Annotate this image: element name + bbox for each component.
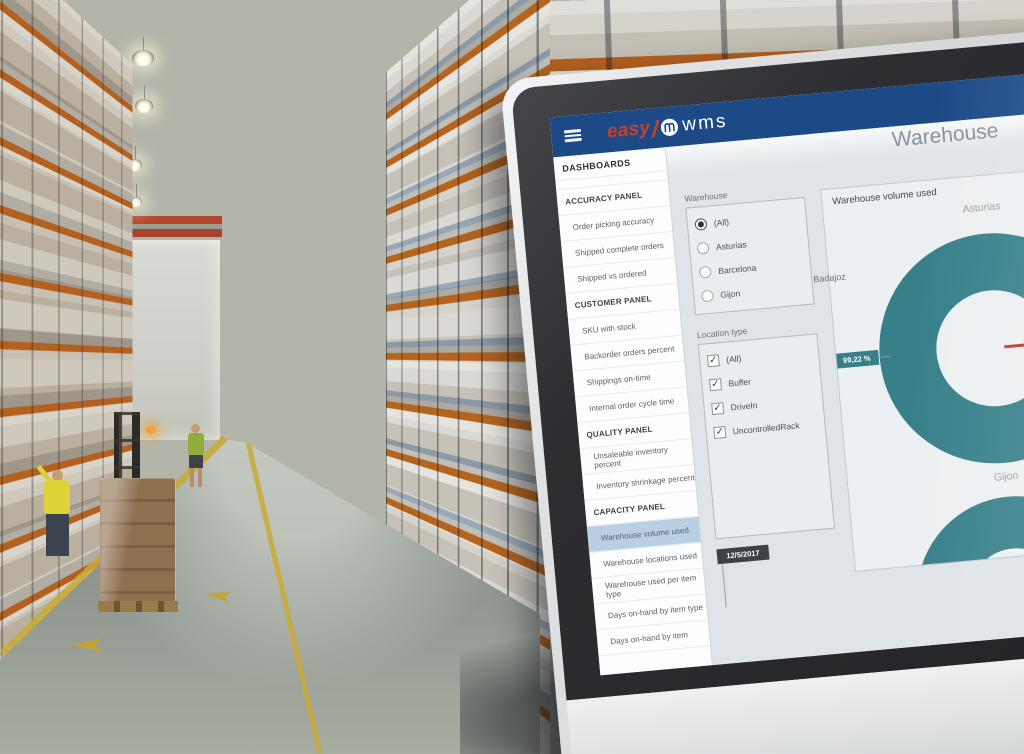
worker-standing	[182, 424, 212, 498]
easy-wms-logo-icon	[660, 118, 678, 136]
option-label: (All)	[725, 353, 742, 365]
donut-label-gijon: Gijon	[993, 469, 1019, 484]
donut-chart-gijon	[908, 487, 1024, 572]
wrapped-pallet-load	[100, 478, 176, 604]
brand-easy-text: easy	[606, 117, 652, 143]
worker-leg	[198, 468, 202, 487]
warehouse-radio-group: (All) Asturias Barcelona Gijon	[685, 196, 815, 316]
chart-title: Warehouse volume used	[831, 186, 938, 208]
donut-label-asturias: Asturias	[962, 200, 1002, 216]
worker-head	[191, 424, 200, 433]
option-label: Asturias	[715, 239, 748, 253]
checkbox-checked-icon: ✓	[706, 354, 720, 368]
app-header: easy wms	[549, 62, 1024, 158]
date-slider-pole	[721, 563, 727, 608]
checkbox-checked-icon: ✓	[713, 426, 727, 440]
worker-pants	[46, 514, 69, 556]
forklift-beacon-light	[146, 426, 156, 434]
app-body: DASHBOARDS ACCURACY PANEL Order picking ac…	[553, 102, 1024, 676]
easy-wms-logo: easy wms	[606, 111, 728, 144]
warehouse-volume-chart-card: Warehouse volume used Asturias 99,22 % G…	[820, 159, 1024, 572]
option-label: Barcelona	[717, 262, 757, 276]
radio-icon	[700, 289, 714, 303]
location-type-checkbox-group: ✓ (All) ✓ Buffer ✓ DriveIn ✓ UncontrolledRack	[697, 333, 836, 540]
wms-screen: easy wms DASHBOARDS ACCURACY PANEL Order p…	[549, 62, 1024, 676]
filter-panel: Warehouse (All) Asturias Barcelona Gijon Lo…	[684, 183, 841, 611]
brand-slash	[651, 119, 660, 138]
ceiling-lamp	[132, 37, 154, 66]
content-area: Warehouse Warehouse (All) Asturias Barcelo…	[665, 102, 1024, 666]
worker-shirt	[188, 433, 204, 455]
checkbox-checked-icon: ✓	[708, 378, 723, 392]
donut-value-callout: 99,22 %	[834, 349, 880, 369]
option-label: Gijon	[719, 288, 741, 300]
ceiling-lamp	[135, 86, 153, 113]
worker-leg	[190, 468, 194, 487]
option-label: DriveIn	[730, 400, 758, 413]
menu-icon[interactable]	[563, 128, 582, 143]
option-label: Buffer	[727, 376, 752, 389]
donut-chart-asturias	[869, 223, 1024, 474]
date-slider-tooltip[interactable]: 12/5/2017	[716, 544, 770, 565]
worker-shorts	[189, 455, 203, 468]
radio-icon	[696, 241, 710, 255]
date-slider-handle[interactable]: 12/5/2017	[716, 538, 841, 611]
radio-selected-icon	[694, 217, 708, 231]
brand-wms-text: wms	[681, 110, 729, 136]
ceiling-lamp	[130, 184, 142, 207]
monitor: easy wms DASHBOARDS ACCURACY PANEL Order p…	[500, 16, 1024, 754]
option-label: (All)	[713, 216, 730, 229]
checkbox-checked-icon: ✓	[711, 402, 725, 416]
option-label: UncontrolledRack	[732, 420, 801, 437]
worker-vest	[44, 480, 70, 514]
wooden-pallet	[98, 601, 178, 612]
worker-head	[52, 470, 63, 481]
radio-icon	[698, 265, 712, 279]
worker-hi-vis	[36, 464, 80, 598]
